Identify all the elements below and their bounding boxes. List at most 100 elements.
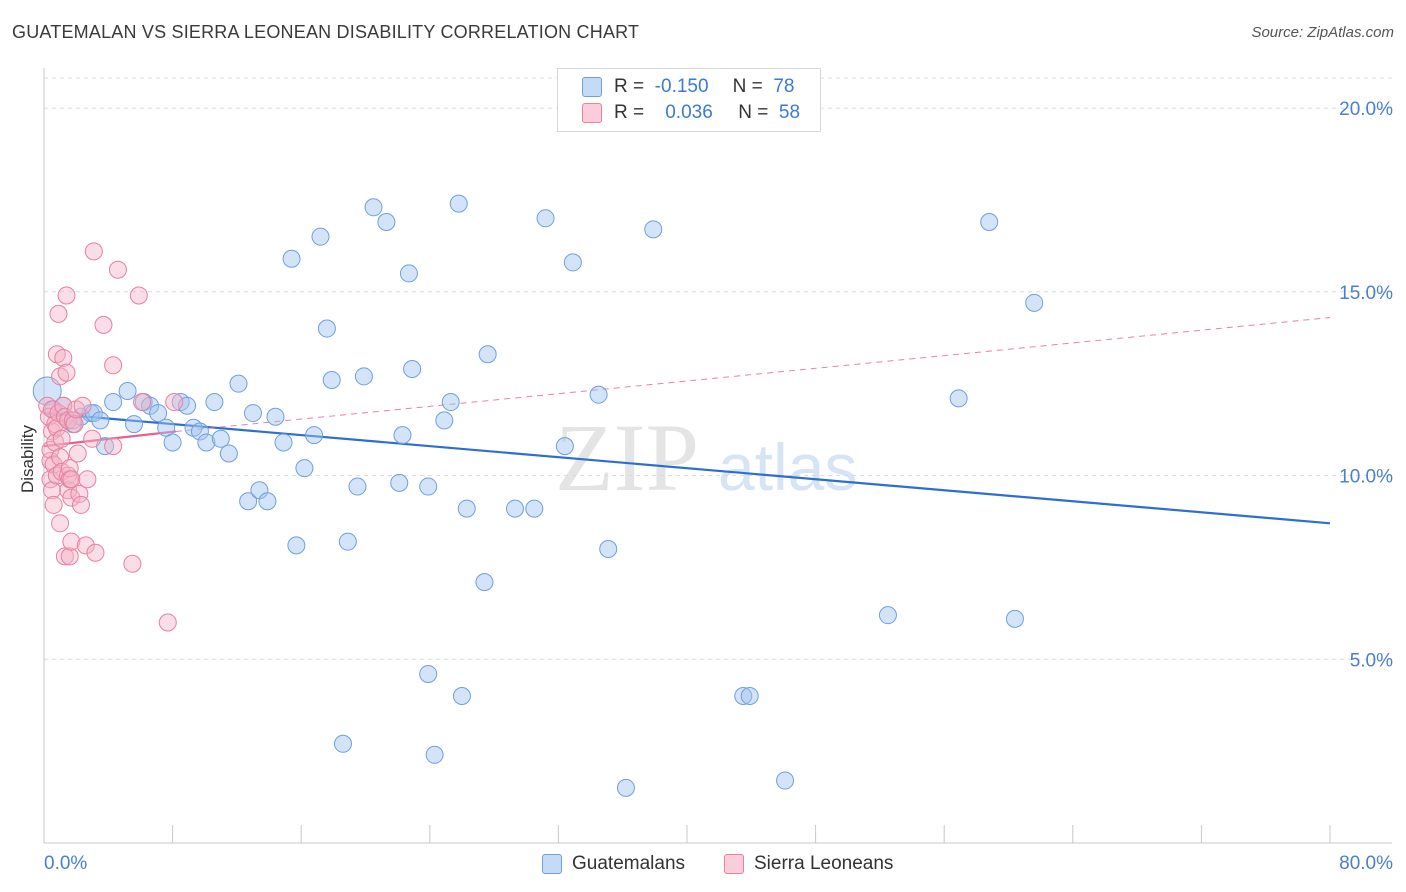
point-guatemalan bbox=[478, 345, 497, 364]
bottom-legend-guatemalans: Guatemalans bbox=[542, 852, 685, 876]
bottom-legend-label: Guatemalans bbox=[572, 853, 686, 874]
point-guatemalan bbox=[274, 433, 293, 452]
point-sierra-leonean bbox=[68, 444, 87, 463]
point-guatemalan bbox=[452, 687, 471, 706]
point-sierra-leonean bbox=[57, 286, 76, 305]
point-guatemalan bbox=[104, 393, 123, 412]
point-guatemalan bbox=[205, 393, 224, 412]
point-sierra-leonean bbox=[43, 481, 62, 500]
point-guatemalan bbox=[403, 359, 422, 378]
point-guatemalan bbox=[239, 492, 258, 511]
legend-n-label: N = bbox=[732, 76, 763, 97]
point-guatemalan bbox=[1025, 293, 1044, 312]
point-guatemalan bbox=[322, 370, 341, 389]
point-guatemalan bbox=[348, 477, 367, 496]
point-sierra-leonean bbox=[108, 260, 127, 279]
point-guatemalan bbox=[740, 687, 759, 706]
watermark: ZIP atlas bbox=[555, 404, 857, 511]
point-sierra-leonean bbox=[86, 543, 105, 562]
stats-legend: R = -0.150 N = 78 R = 0.036 N = 58 bbox=[557, 68, 821, 132]
point-sierra-leonean bbox=[57, 363, 76, 382]
point-guatemalan bbox=[949, 389, 968, 408]
point-guatemalan bbox=[449, 194, 468, 213]
legend-r-value: 0.036 bbox=[665, 102, 713, 123]
point-guatemalan bbox=[317, 319, 336, 338]
y-tick-label: 20.0% bbox=[1339, 99, 1393, 120]
point-guatemalan bbox=[505, 499, 524, 518]
point-guatemalan bbox=[399, 264, 418, 283]
point-guatemalan bbox=[377, 212, 396, 231]
legend-swatch-pink bbox=[582, 103, 602, 123]
point-sierra-leonean bbox=[165, 393, 184, 412]
point-sierra-leonean bbox=[129, 286, 148, 305]
point-guatemalan bbox=[419, 477, 438, 496]
point-guatemalan bbox=[338, 532, 357, 551]
point-guatemalan bbox=[118, 382, 137, 401]
trend-line-guatemalans bbox=[43, 411, 1331, 525]
bottom-swatch-pink bbox=[724, 854, 744, 874]
point-guatemalan bbox=[163, 433, 182, 452]
point-sierra-leonean bbox=[51, 514, 70, 533]
point-sierra-leonean bbox=[83, 429, 102, 448]
point-guatemalan bbox=[878, 606, 897, 625]
legend-r-label: R = bbox=[614, 102, 645, 123]
point-guatemalan bbox=[364, 198, 383, 217]
legend-row-sierra-leoneans: R = 0.036 N = 58 bbox=[582, 100, 800, 126]
point-guatemalan bbox=[258, 492, 277, 511]
point-sierra-leonean bbox=[76, 536, 95, 555]
point-sierra-leonean bbox=[94, 315, 113, 334]
point-sierra-leonean bbox=[78, 470, 97, 489]
legend-r-label: R = bbox=[614, 76, 645, 97]
bottom-legend-sierra-leoneans: Sierra Leoneans bbox=[724, 852, 893, 876]
watermark-atlas: atlas bbox=[718, 430, 857, 504]
point-guatemalan bbox=[197, 433, 216, 452]
point-sierra-leonean bbox=[84, 242, 103, 261]
point-guatemalan bbox=[243, 404, 262, 423]
point-guatemalan bbox=[125, 415, 144, 434]
point-sierra-leonean bbox=[54, 348, 73, 367]
point-sierra-leonean bbox=[158, 613, 177, 632]
x-tick-label: 0.0% bbox=[44, 853, 87, 874]
point-sierra-leonean bbox=[104, 437, 123, 456]
point-guatemalan bbox=[305, 426, 324, 445]
legend-swatch-blue bbox=[582, 77, 602, 97]
point-guatemalan bbox=[149, 404, 168, 423]
point-guatemalan bbox=[32, 376, 62, 406]
chart-title: GUATEMALAN VS SIERRA LEONEAN DISABILITY … bbox=[12, 22, 640, 42]
point-guatemalan bbox=[475, 573, 494, 592]
point-guatemalan bbox=[393, 426, 412, 445]
point-guatemalan bbox=[287, 536, 306, 555]
y-tick-label: 10.0% bbox=[1339, 467, 1393, 488]
point-guatemalan bbox=[555, 437, 574, 456]
legend-r-value: -0.150 bbox=[654, 76, 709, 97]
legend-n-value: 58 bbox=[778, 102, 801, 123]
point-guatemalan bbox=[333, 734, 352, 753]
tick-labels: 5.0% 10.0% 15.0% 20.0% 0.0% 80.0% Disability bbox=[18, 99, 1393, 874]
point-guatemalan bbox=[425, 745, 444, 764]
point-sierra-leonean bbox=[49, 304, 68, 323]
point-guatemalan bbox=[266, 407, 285, 426]
point-sierra-leonean bbox=[73, 396, 92, 415]
point-sierra-leonean bbox=[44, 495, 63, 514]
y-tick-label: 5.0% bbox=[1350, 650, 1393, 671]
point-guatemalan bbox=[589, 385, 608, 404]
point-guatemalan bbox=[91, 411, 110, 430]
point-guatemalan bbox=[419, 664, 438, 683]
point-guatemalan bbox=[295, 459, 314, 478]
y-tick-label: 15.0% bbox=[1339, 283, 1393, 304]
point-sierra-leonean bbox=[71, 495, 90, 514]
point-guatemalan bbox=[311, 227, 330, 246]
point-guatemalan bbox=[190, 422, 209, 441]
point-sierra-leonean bbox=[62, 532, 81, 551]
bottom-legend-label: Sierra Leoneans bbox=[754, 853, 894, 874]
point-guatemalan bbox=[229, 374, 248, 393]
data-points bbox=[32, 99, 1044, 797]
x-tick-label: 80.0% bbox=[1339, 853, 1393, 874]
point-sierra-leonean bbox=[62, 470, 81, 489]
legend-n-value: 78 bbox=[773, 76, 795, 97]
source-label: Source: ZipAtlas.com bbox=[1251, 24, 1394, 41]
point-sierra-leonean bbox=[133, 393, 152, 412]
point-guatemalan bbox=[84, 404, 103, 423]
point-guatemalan bbox=[390, 473, 409, 492]
